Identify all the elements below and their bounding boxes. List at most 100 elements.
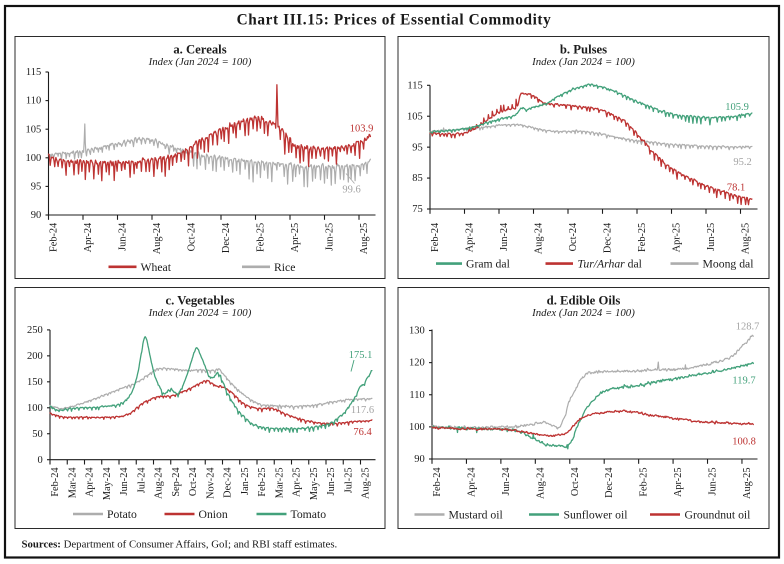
- svg-text:Apr-25: Apr-25: [292, 468, 303, 498]
- svg-text:Feb-24: Feb-24: [50, 468, 61, 497]
- svg-text:Apr-24: Apr-24: [465, 223, 476, 253]
- svg-text:May-24: May-24: [102, 468, 113, 501]
- svg-text:Jun-24: Jun-24: [501, 468, 512, 496]
- svg-text:Oct-24: Oct-24: [188, 468, 199, 497]
- svg-text:Aug-25: Aug-25: [359, 223, 370, 254]
- svg-text:50: 50: [32, 429, 43, 440]
- svg-text:Dec-24: Dec-24: [221, 223, 232, 253]
- svg-text:110: 110: [26, 96, 41, 107]
- svg-text:Index (Jan 2024 = 100): Index (Jan 2024 = 100): [531, 307, 635, 319]
- svg-text:Wheat: Wheat: [141, 261, 172, 274]
- svg-text:Index (Jan 2024 = 100): Index (Jan 2024 = 100): [148, 307, 252, 319]
- svg-text:c. Vegetables: c. Vegetables: [165, 294, 234, 308]
- svg-text:Apr-25: Apr-25: [673, 468, 684, 498]
- svg-text:Potato: Potato: [107, 508, 137, 521]
- svg-text:Moong dal: Moong dal: [703, 258, 755, 271]
- svg-text:Tur/Arhar dal: Tur/Arhar dal: [578, 258, 643, 271]
- svg-text:120: 120: [409, 358, 425, 369]
- svg-text:100: 100: [26, 153, 42, 164]
- svg-text:Index (Jan 2024 = 100): Index (Jan 2024 = 100): [148, 56, 252, 68]
- svg-text:Feb-25: Feb-25: [639, 468, 650, 497]
- svg-text:Sep-24: Sep-24: [171, 468, 182, 497]
- svg-text:a. Cereals: a. Cereals: [173, 43, 226, 57]
- svg-text:Oct-24: Oct-24: [187, 223, 198, 252]
- svg-text:Feb-25: Feb-25: [637, 223, 648, 252]
- svg-text:Jun-24: Jun-24: [118, 223, 129, 251]
- svg-text:Aug-24: Aug-24: [534, 223, 545, 254]
- svg-text:90: 90: [31, 210, 42, 221]
- svg-text:95: 95: [31, 182, 42, 193]
- svg-text:105.9: 105.9: [725, 102, 749, 113]
- svg-text:99.6: 99.6: [342, 185, 360, 196]
- svg-text:Chart III.15: Prices of Essent: Chart III.15: Prices of Essential Commod…: [237, 11, 552, 28]
- svg-text:Apr-25: Apr-25: [672, 223, 683, 253]
- svg-text:d. Edible Oils: d. Edible Oils: [547, 294, 621, 308]
- svg-text:Apr-24: Apr-24: [466, 468, 477, 498]
- svg-text:130: 130: [409, 326, 425, 337]
- svg-text:Dec-24: Dec-24: [604, 468, 615, 498]
- svg-text:Apr-25: Apr-25: [290, 223, 301, 253]
- svg-text:175.1: 175.1: [349, 350, 373, 361]
- svg-text:Gram dal: Gram dal: [466, 258, 511, 271]
- svg-text:Groundnut oil: Groundnut oil: [685, 509, 752, 522]
- svg-text:Apr-24: Apr-24: [85, 468, 96, 498]
- svg-text:Oct-24: Oct-24: [570, 468, 581, 497]
- svg-text:Aug-24: Aug-24: [535, 468, 546, 499]
- svg-text:Feb-25: Feb-25: [257, 468, 268, 497]
- svg-text:Jun-25: Jun-25: [706, 223, 717, 251]
- svg-text:Jun-24: Jun-24: [119, 468, 130, 496]
- svg-text:Apr-24: Apr-24: [83, 223, 94, 253]
- svg-text:0: 0: [38, 455, 43, 466]
- svg-text:75: 75: [412, 204, 423, 215]
- svg-text:250: 250: [27, 325, 43, 336]
- svg-text:95.2: 95.2: [733, 157, 751, 168]
- svg-text:115: 115: [26, 67, 41, 78]
- svg-text:76.4: 76.4: [353, 427, 372, 438]
- svg-text:100.8: 100.8: [732, 437, 756, 448]
- svg-text:Jan-25: Jan-25: [240, 468, 251, 495]
- svg-text:115: 115: [407, 80, 422, 91]
- svg-text:Feb-24: Feb-24: [430, 223, 441, 252]
- svg-text:Dec-24: Dec-24: [223, 468, 234, 498]
- svg-text:b. Pulses: b. Pulses: [560, 43, 607, 57]
- svg-text:100: 100: [27, 403, 43, 414]
- svg-text:95: 95: [412, 142, 423, 153]
- svg-text:90: 90: [414, 454, 425, 465]
- svg-text:Rice: Rice: [274, 261, 295, 274]
- svg-text:Tomato: Tomato: [291, 508, 327, 521]
- svg-text:105: 105: [26, 124, 42, 135]
- svg-text:Aug-25: Aug-25: [741, 223, 752, 254]
- svg-text:150: 150: [27, 377, 43, 388]
- svg-text:Jun-24: Jun-24: [499, 223, 510, 251]
- svg-text:119.7: 119.7: [732, 376, 755, 387]
- svg-text:110: 110: [409, 390, 424, 401]
- svg-text:May-25: May-25: [309, 468, 320, 501]
- svg-text:Aug-24: Aug-24: [154, 468, 165, 499]
- svg-text:78.1: 78.1: [727, 183, 745, 194]
- svg-text:Nov-24: Nov-24: [205, 468, 216, 499]
- svg-text:Sunflower oil: Sunflower oil: [564, 509, 629, 522]
- svg-text:Jun-25: Jun-25: [326, 468, 337, 496]
- svg-text:Mustard oil: Mustard oil: [449, 509, 504, 522]
- svg-text:103.9: 103.9: [350, 124, 374, 135]
- svg-text:Oct-24: Oct-24: [568, 223, 579, 252]
- svg-text:105: 105: [407, 111, 423, 122]
- svg-text:Index (Jan 2024 = 100): Index (Jan 2024 = 100): [531, 56, 635, 68]
- svg-text:117.6: 117.6: [351, 405, 374, 416]
- svg-text:85: 85: [412, 173, 423, 184]
- svg-text:Aug-24: Aug-24: [152, 223, 163, 254]
- svg-text:Dec-24: Dec-24: [603, 223, 614, 253]
- svg-text:Aug-25: Aug-25: [742, 468, 753, 499]
- svg-text:Sources: Department of Consume: Sources: Department of Consumer Affairs,…: [22, 538, 338, 550]
- svg-text:200: 200: [27, 351, 43, 362]
- svg-text:128.7: 128.7: [736, 322, 760, 333]
- svg-text:Jul-24: Jul-24: [136, 468, 147, 494]
- svg-text:Jun-25: Jun-25: [708, 468, 719, 496]
- svg-text:Mar-24: Mar-24: [67, 468, 78, 499]
- svg-text:Onion: Onion: [199, 508, 228, 521]
- svg-text:Feb-24: Feb-24: [432, 468, 443, 497]
- svg-text:100: 100: [409, 422, 425, 433]
- svg-text:Feb-24: Feb-24: [49, 223, 60, 252]
- svg-text:Jun-25: Jun-25: [325, 223, 336, 251]
- svg-text:Feb-25: Feb-25: [256, 223, 267, 252]
